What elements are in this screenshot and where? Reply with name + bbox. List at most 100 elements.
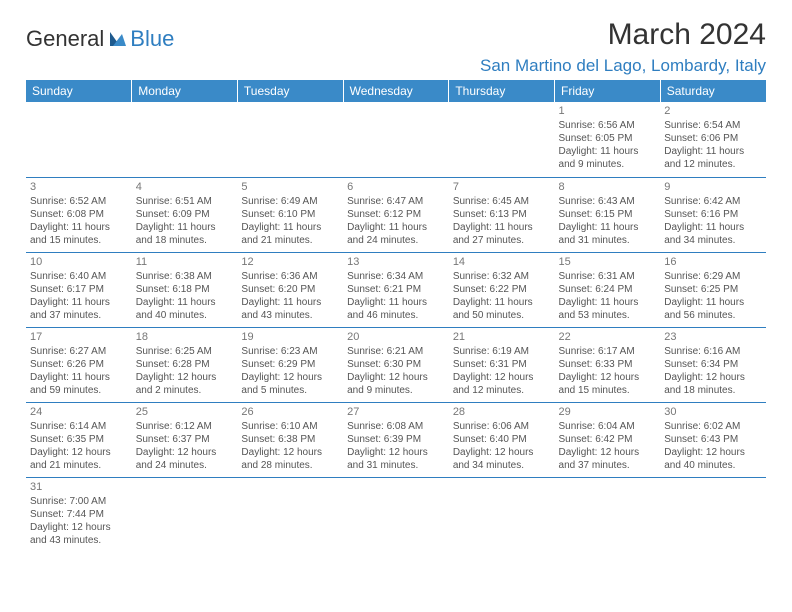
day-number: 25: [136, 405, 234, 419]
daylight-text: and 46 minutes.: [347, 309, 445, 322]
daylight-text: Daylight: 11 hours: [559, 221, 657, 234]
day-number: 29: [559, 405, 657, 419]
sunrise-text: Sunrise: 6:52 AM: [30, 195, 128, 208]
calendar-cell-empty: [449, 102, 555, 177]
daylight-text: and 15 minutes.: [30, 234, 128, 247]
daylight-text: Daylight: 11 hours: [347, 221, 445, 234]
daylight-text: and 37 minutes.: [559, 459, 657, 472]
day-header: Monday: [132, 80, 238, 102]
daylight-text: Daylight: 12 hours: [664, 446, 762, 459]
calendar-cell: 30Sunrise: 6:02 AMSunset: 6:43 PMDayligh…: [660, 402, 766, 477]
calendar-cell: 7Sunrise: 6:45 AMSunset: 6:13 PMDaylight…: [449, 177, 555, 252]
calendar-week-row: 1Sunrise: 6:56 AMSunset: 6:05 PMDaylight…: [26, 102, 766, 177]
day-number: 26: [241, 405, 339, 419]
daylight-text: and 34 minutes.: [664, 234, 762, 247]
daylight-text: Daylight: 12 hours: [347, 446, 445, 459]
daylight-text: and 56 minutes.: [664, 309, 762, 322]
sunset-text: Sunset: 6:10 PM: [241, 208, 339, 221]
daylight-text: Daylight: 11 hours: [241, 221, 339, 234]
month-title: March 2024: [480, 18, 766, 52]
sunset-text: Sunset: 6:15 PM: [559, 208, 657, 221]
day-header: Tuesday: [237, 80, 343, 102]
calendar-week-row: 10Sunrise: 6:40 AMSunset: 6:17 PMDayligh…: [26, 252, 766, 327]
sunset-text: Sunset: 6:30 PM: [347, 358, 445, 371]
daylight-text: and 9 minutes.: [347, 384, 445, 397]
calendar-cell: 17Sunrise: 6:27 AMSunset: 6:26 PMDayligh…: [26, 327, 132, 402]
sunrise-text: Sunrise: 6:34 AM: [347, 270, 445, 283]
day-header: Saturday: [660, 80, 766, 102]
calendar-cell: 28Sunrise: 6:06 AMSunset: 6:40 PMDayligh…: [449, 402, 555, 477]
sunset-text: Sunset: 6:05 PM: [559, 132, 657, 145]
sunset-text: Sunset: 6:06 PM: [664, 132, 762, 145]
sunrise-text: Sunrise: 6:56 AM: [559, 119, 657, 132]
day-number: 9: [664, 180, 762, 194]
daylight-text: and 34 minutes.: [453, 459, 551, 472]
day-number: 11: [136, 255, 234, 269]
daylight-text: Daylight: 12 hours: [136, 446, 234, 459]
daylight-text: and 50 minutes.: [453, 309, 551, 322]
sunrise-text: Sunrise: 6:08 AM: [347, 420, 445, 433]
daylight-text: and 53 minutes.: [559, 309, 657, 322]
day-number: 5: [241, 180, 339, 194]
sunset-text: Sunset: 6:28 PM: [136, 358, 234, 371]
sunset-text: Sunset: 6:08 PM: [30, 208, 128, 221]
sunrise-text: Sunrise: 6:45 AM: [453, 195, 551, 208]
calendar-cell: 24Sunrise: 6:14 AMSunset: 6:35 PMDayligh…: [26, 402, 132, 477]
brand-text-blue: Blue: [130, 26, 174, 52]
calendar-cell: 22Sunrise: 6:17 AMSunset: 6:33 PMDayligh…: [555, 327, 661, 402]
daylight-text: Daylight: 11 hours: [559, 296, 657, 309]
daylight-text: Daylight: 12 hours: [559, 371, 657, 384]
calendar-cell: 10Sunrise: 6:40 AMSunset: 6:17 PMDayligh…: [26, 252, 132, 327]
calendar-cell: 31Sunrise: 7:00 AMSunset: 7:44 PMDayligh…: [26, 477, 132, 552]
daylight-text: Daylight: 12 hours: [453, 371, 551, 384]
day-number: 30: [664, 405, 762, 419]
sunset-text: Sunset: 6:24 PM: [559, 283, 657, 296]
sunset-text: Sunset: 6:37 PM: [136, 433, 234, 446]
daylight-text: Daylight: 11 hours: [453, 296, 551, 309]
day-number: 31: [30, 480, 128, 494]
sunrise-text: Sunrise: 6:16 AM: [664, 345, 762, 358]
day-number: 16: [664, 255, 762, 269]
calendar-cell: 12Sunrise: 6:36 AMSunset: 6:20 PMDayligh…: [237, 252, 343, 327]
calendar-cell: 26Sunrise: 6:10 AMSunset: 6:38 PMDayligh…: [237, 402, 343, 477]
sunset-text: Sunset: 6:38 PM: [241, 433, 339, 446]
calendar-cell: 5Sunrise: 6:49 AMSunset: 6:10 PMDaylight…: [237, 177, 343, 252]
sunrise-text: Sunrise: 6:43 AM: [559, 195, 657, 208]
sunrise-text: Sunrise: 6:06 AM: [453, 420, 551, 433]
sunrise-text: Sunrise: 7:00 AM: [30, 495, 128, 508]
calendar-cell: 25Sunrise: 6:12 AMSunset: 6:37 PMDayligh…: [132, 402, 238, 477]
page-header: General Blue March 2024 San Martino del …: [26, 18, 766, 76]
day-number: 17: [30, 330, 128, 344]
sunset-text: Sunset: 6:43 PM: [664, 433, 762, 446]
calendar-cell-empty: [555, 477, 661, 552]
sunrise-text: Sunrise: 6:12 AM: [136, 420, 234, 433]
day-number: 27: [347, 405, 445, 419]
sunset-text: Sunset: 6:42 PM: [559, 433, 657, 446]
calendar-cell-empty: [343, 477, 449, 552]
daylight-text: and 24 minutes.: [136, 459, 234, 472]
sunrise-text: Sunrise: 6:42 AM: [664, 195, 762, 208]
day-number: 13: [347, 255, 445, 269]
daylight-text: Daylight: 11 hours: [241, 296, 339, 309]
calendar-cell: 16Sunrise: 6:29 AMSunset: 6:25 PMDayligh…: [660, 252, 766, 327]
calendar-table: SundayMondayTuesdayWednesdayThursdayFrid…: [26, 80, 766, 552]
daylight-text: and 28 minutes.: [241, 459, 339, 472]
calendar-cell: 21Sunrise: 6:19 AMSunset: 6:31 PMDayligh…: [449, 327, 555, 402]
daylight-text: and 12 minutes.: [453, 384, 551, 397]
daylight-text: and 18 minutes.: [664, 384, 762, 397]
sunset-text: Sunset: 6:16 PM: [664, 208, 762, 221]
calendar-cell-empty: [660, 477, 766, 552]
daylight-text: and 43 minutes.: [241, 309, 339, 322]
sunrise-text: Sunrise: 6:49 AM: [241, 195, 339, 208]
calendar-cell: 15Sunrise: 6:31 AMSunset: 6:24 PMDayligh…: [555, 252, 661, 327]
brand-sail-icon: [108, 30, 128, 53]
day-header: Sunday: [26, 80, 132, 102]
daylight-text: and 21 minutes.: [241, 234, 339, 247]
calendar-cell-empty: [26, 102, 132, 177]
calendar-cell: 2Sunrise: 6:54 AMSunset: 6:06 PMDaylight…: [660, 102, 766, 177]
day-number: 21: [453, 330, 551, 344]
sunrise-text: Sunrise: 6:23 AM: [241, 345, 339, 358]
brand-text-general: General: [26, 26, 104, 52]
day-header: Friday: [555, 80, 661, 102]
calendar-header-row: SundayMondayTuesdayWednesdayThursdayFrid…: [26, 80, 766, 102]
